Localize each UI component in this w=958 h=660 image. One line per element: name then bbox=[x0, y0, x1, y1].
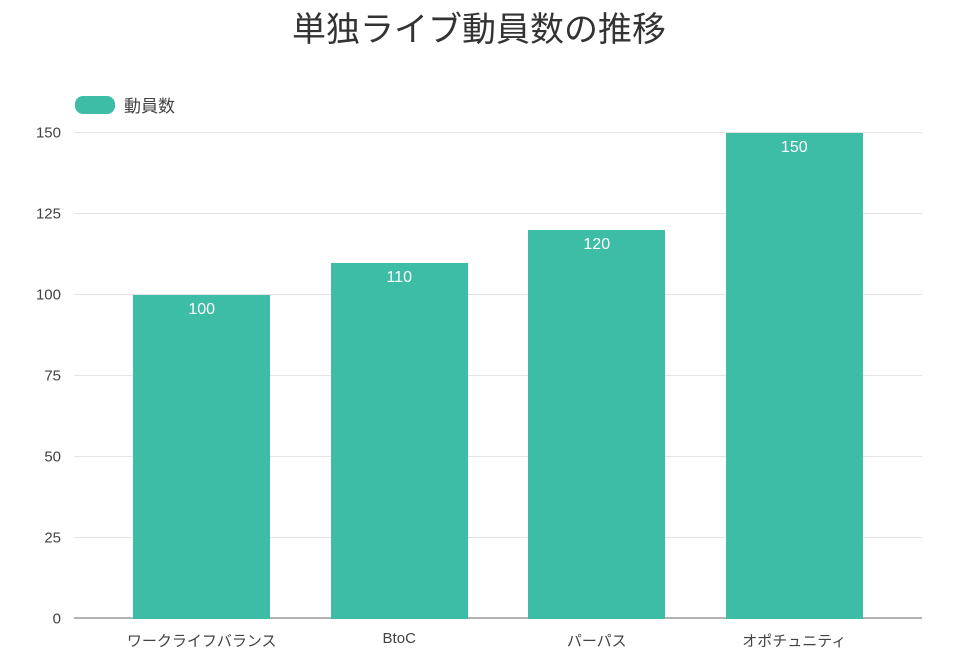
x-axis-category-label: BtoC bbox=[382, 630, 416, 647]
x-axis-category-label: ワークライフバランス bbox=[126, 633, 277, 650]
bar-value-label: 100 bbox=[188, 301, 216, 319]
gridline bbox=[74, 537, 922, 539]
y-axis-tick-label: 0 bbox=[52, 610, 61, 628]
chart-title: 単独ライブ動員数の推移 bbox=[292, 11, 666, 49]
y-axis-tick-label: 125 bbox=[35, 205, 61, 223]
gridline bbox=[74, 294, 922, 296]
y-axis-tick-label: 150 bbox=[35, 124, 61, 142]
legend-label: 動員数 bbox=[124, 97, 175, 116]
bar-value-label: 110 bbox=[386, 268, 412, 286]
bar-3[interactable]: 150 bbox=[725, 133, 863, 619]
y-axis-tick-label: 100 bbox=[35, 286, 61, 304]
y-axis-tick-label: 25 bbox=[44, 529, 61, 547]
gridline bbox=[74, 375, 922, 376]
bar-value-label: 150 bbox=[780, 139, 808, 156]
plot-area: 0 25 50 75 100 125 150 100 ワークライフバランス 110 BtoC 120 パ… bbox=[36, 125, 922, 650]
y-axis-tick-label: 75 bbox=[44, 367, 61, 385]
gridline bbox=[74, 132, 922, 133]
x-axis-baseline bbox=[74, 617, 922, 619]
x-axis-category-label: オポチュニティ bbox=[742, 633, 847, 650]
bar-0[interactable]: 100 bbox=[133, 295, 271, 619]
y-axis-tick-label: 50 bbox=[44, 448, 61, 466]
gridline bbox=[74, 456, 922, 458]
gridline bbox=[74, 213, 922, 214]
bar-value-label: 120 bbox=[583, 236, 611, 254]
bar-1[interactable]: 110 bbox=[330, 262, 468, 619]
legend-item[interactable]: 動員数 bbox=[75, 92, 175, 117]
bar-2[interactable]: 120 bbox=[528, 230, 666, 619]
x-axis-category-label: パーパス bbox=[566, 633, 627, 650]
legend-swatch-icon bbox=[75, 95, 115, 114]
